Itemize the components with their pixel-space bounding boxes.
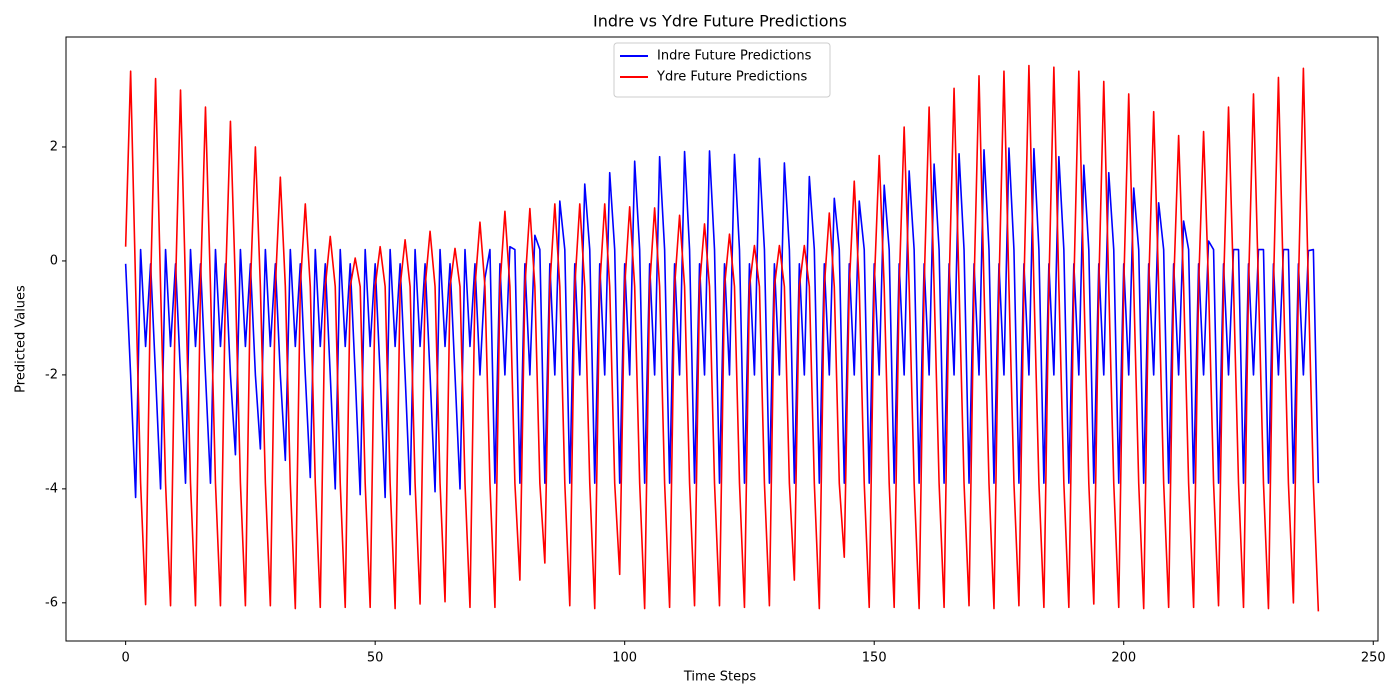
legend-label: Ydre Future Predictions bbox=[656, 70, 807, 85]
y-tick-label: -2 bbox=[45, 367, 58, 382]
x-tick-label: 100 bbox=[612, 651, 637, 666]
y-tick-label: 0 bbox=[50, 253, 58, 268]
y-tick-label: -4 bbox=[45, 481, 58, 496]
legend-box bbox=[613, 42, 831, 98]
chart-title: Indre vs Ydre Future Predictions bbox=[593, 12, 847, 31]
legend-label: Indre Future Predictions bbox=[657, 49, 812, 64]
y-axis-label: Predicted Values bbox=[14, 285, 29, 393]
series-line bbox=[124, 64, 1320, 612]
x-axis-label: Time Steps bbox=[683, 670, 757, 685]
x-tick-label: 150 bbox=[862, 651, 887, 666]
x-tick-label: 250 bbox=[1361, 651, 1386, 666]
y-tick-label: 2 bbox=[50, 139, 58, 154]
series-line bbox=[124, 147, 1320, 499]
legend: Indre Future Predictions Ydre Future Pred… bbox=[613, 42, 831, 98]
x-tick-label: 50 bbox=[367, 651, 384, 666]
x-tick-label: 200 bbox=[1111, 651, 1136, 666]
x-tick-label: 0 bbox=[121, 651, 129, 666]
axes-frame bbox=[65, 36, 1379, 642]
plot-area bbox=[124, 64, 1320, 612]
y-tick-label: -6 bbox=[45, 595, 58, 610]
